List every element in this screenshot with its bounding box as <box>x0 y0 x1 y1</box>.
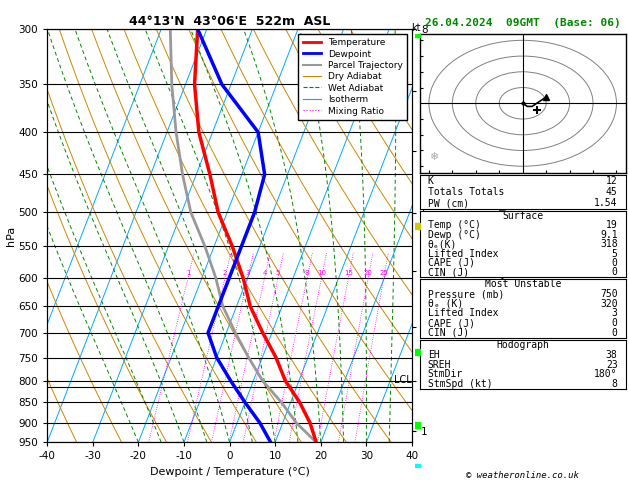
Text: CIN (J): CIN (J) <box>428 328 469 338</box>
Text: Hodograph: Hodograph <box>496 340 549 350</box>
Text: © weatheronline.co.uk: © weatheronline.co.uk <box>466 470 579 480</box>
Text: 0: 0 <box>612 318 618 328</box>
Text: Totals Totals: Totals Totals <box>428 187 504 197</box>
Text: Pressure (mb): Pressure (mb) <box>428 289 504 299</box>
Text: 26.04.2024  09GMT  (Base: 06): 26.04.2024 09GMT (Base: 06) <box>425 18 621 28</box>
Legend: Temperature, Dewpoint, Parcel Trajectory, Dry Adiabat, Wet Adiabat, Isotherm, Mi: Temperature, Dewpoint, Parcel Trajectory… <box>298 34 408 120</box>
Text: CAPE (J): CAPE (J) <box>428 258 475 268</box>
Text: Temp (°C): Temp (°C) <box>428 221 481 230</box>
Text: 8: 8 <box>612 379 618 389</box>
Text: LCL: LCL <box>394 375 412 385</box>
Text: kt: kt <box>411 23 421 33</box>
Text: CIN (J): CIN (J) <box>428 267 469 278</box>
Text: 5: 5 <box>276 270 281 277</box>
Text: 3: 3 <box>245 270 250 277</box>
Text: 15: 15 <box>344 270 353 277</box>
Text: 10: 10 <box>317 270 326 277</box>
Text: 1: 1 <box>186 270 191 277</box>
Text: θₑ(K): θₑ(K) <box>428 239 457 249</box>
Text: SREH: SREH <box>428 360 451 369</box>
Text: 318: 318 <box>600 239 618 249</box>
Text: 320: 320 <box>600 299 618 309</box>
Y-axis label: hPa: hPa <box>6 226 16 246</box>
Text: 1.54: 1.54 <box>594 198 618 208</box>
Text: θₑ (K): θₑ (K) <box>428 299 463 309</box>
Text: 20: 20 <box>364 270 372 277</box>
Text: StmDir: StmDir <box>428 369 463 379</box>
Text: StmSpd (kt): StmSpd (kt) <box>428 379 493 389</box>
Text: 3: 3 <box>612 309 618 318</box>
Text: 38: 38 <box>606 350 618 360</box>
Text: EH: EH <box>428 350 440 360</box>
Text: 25: 25 <box>379 270 388 277</box>
Y-axis label: km
ASL: km ASL <box>443 225 462 246</box>
Text: 5: 5 <box>612 248 618 259</box>
Text: 0: 0 <box>612 328 618 338</box>
Text: PW (cm): PW (cm) <box>428 198 469 208</box>
Text: 180°: 180° <box>594 369 618 379</box>
Text: 45: 45 <box>606 187 618 197</box>
Text: 23: 23 <box>606 360 618 369</box>
Text: 8: 8 <box>305 270 309 277</box>
Text: 750: 750 <box>600 289 618 299</box>
Text: 19: 19 <box>606 221 618 230</box>
X-axis label: Dewpoint / Temperature (°C): Dewpoint / Temperature (°C) <box>150 467 309 477</box>
Text: Mixing Ratio (g/kg): Mixing Ratio (g/kg) <box>498 190 508 282</box>
Text: 4: 4 <box>262 270 267 277</box>
Text: Most Unstable: Most Unstable <box>484 279 561 289</box>
Text: 9.1: 9.1 <box>600 230 618 240</box>
Text: Surface: Surface <box>502 211 543 221</box>
Text: Dewp (°C): Dewp (°C) <box>428 230 481 240</box>
Text: Lifted Index: Lifted Index <box>428 309 498 318</box>
Text: 2: 2 <box>223 270 227 277</box>
Title: 44°13'N  43°06'E  522m  ASL: 44°13'N 43°06'E 522m ASL <box>129 15 330 28</box>
Text: 12: 12 <box>606 175 618 186</box>
Text: CAPE (J): CAPE (J) <box>428 318 475 328</box>
Text: Lifted Index: Lifted Index <box>428 248 498 259</box>
Text: 0: 0 <box>612 267 618 278</box>
Text: K: K <box>428 175 433 186</box>
Text: ❄: ❄ <box>429 152 438 162</box>
Text: 0: 0 <box>612 258 618 268</box>
